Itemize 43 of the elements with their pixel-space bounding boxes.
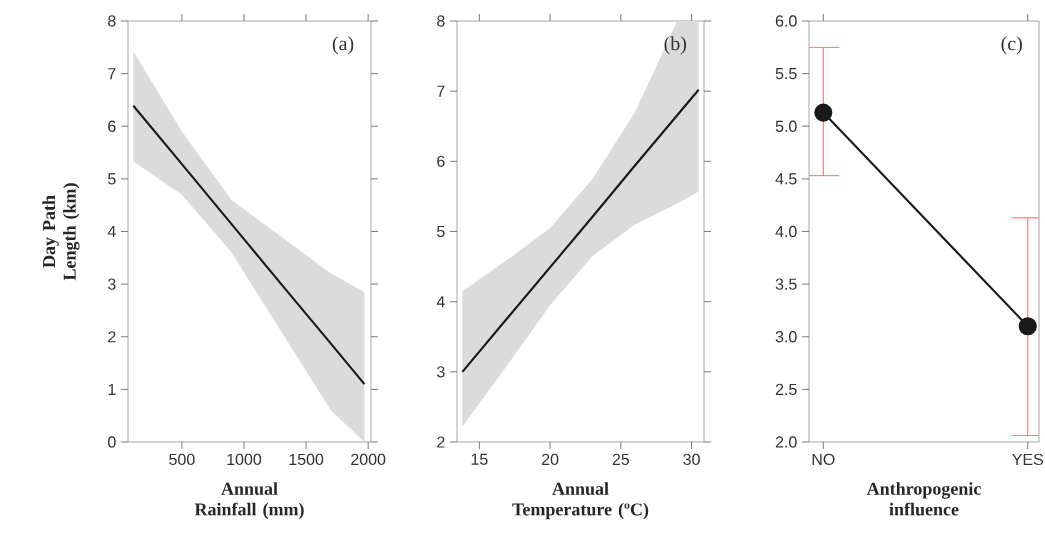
x-tick-label: 30: [683, 453, 700, 466]
y-tick-label: 6.0: [775, 15, 797, 27]
y-tick-label: 2.0: [775, 436, 797, 448]
y-tick-label: 3.0: [775, 331, 797, 343]
x-axis-title: Annual Temperature (ºC): [512, 482, 649, 520]
y-tick-label: 5.5: [775, 68, 797, 80]
y-tick-label: 6: [437, 155, 445, 167]
x-axis-title: Annual Rainfall (mm): [194, 482, 304, 520]
line-series: [132, 104, 366, 386]
y-tick-label: 3: [108, 278, 116, 290]
y-tick-label: 2: [437, 436, 445, 448]
y-tick-label: 4: [107, 226, 116, 237]
y-tick-label: 5.0: [775, 120, 797, 132]
y-tick-label: 4.0: [775, 225, 797, 238]
x-tick-label: NO: [812, 453, 835, 466]
annotation: (b): [664, 36, 687, 55]
x-tick-label: 25: [612, 453, 630, 466]
y-tick-label: 7: [108, 68, 116, 80]
y-tick-label: 5: [437, 225, 445, 238]
annotation: (c): [1001, 36, 1022, 55]
y-tick-label: 4: [436, 296, 445, 308]
x-tick-label: 1000: [227, 453, 262, 466]
x-tick-label: 1500: [289, 453, 324, 466]
y-tick-label: 7: [437, 85, 445, 97]
y-tick-label: 0: [108, 436, 116, 448]
x-tick-label: 15: [471, 453, 488, 465]
x-tick-label: 20: [541, 453, 559, 466]
y-tick-label: 5: [108, 173, 116, 185]
x-tick-label: YES: [1012, 453, 1044, 466]
y-tick-label: 1: [108, 383, 116, 395]
x-tick-label: 500: [169, 453, 195, 466]
y-tick-label: 2: [108, 331, 116, 343]
y-tick-label: 6: [108, 120, 116, 132]
y-tick-label: 4.5: [775, 173, 797, 185]
y-tick-label: 8: [437, 15, 445, 27]
y-tick-label: 2.5: [775, 383, 797, 396]
x-axis-title: Anthropogenic influence: [866, 482, 981, 516]
y-tick-label: 3: [437, 366, 445, 378]
annotation: (a): [332, 36, 354, 55]
y-axis-title: Day Path Length (km): [42, 183, 80, 281]
y-tick-label: 8: [108, 15, 116, 27]
x-tick-label: 2000: [351, 453, 386, 466]
y-tick-label: 3.5: [775, 278, 797, 290]
